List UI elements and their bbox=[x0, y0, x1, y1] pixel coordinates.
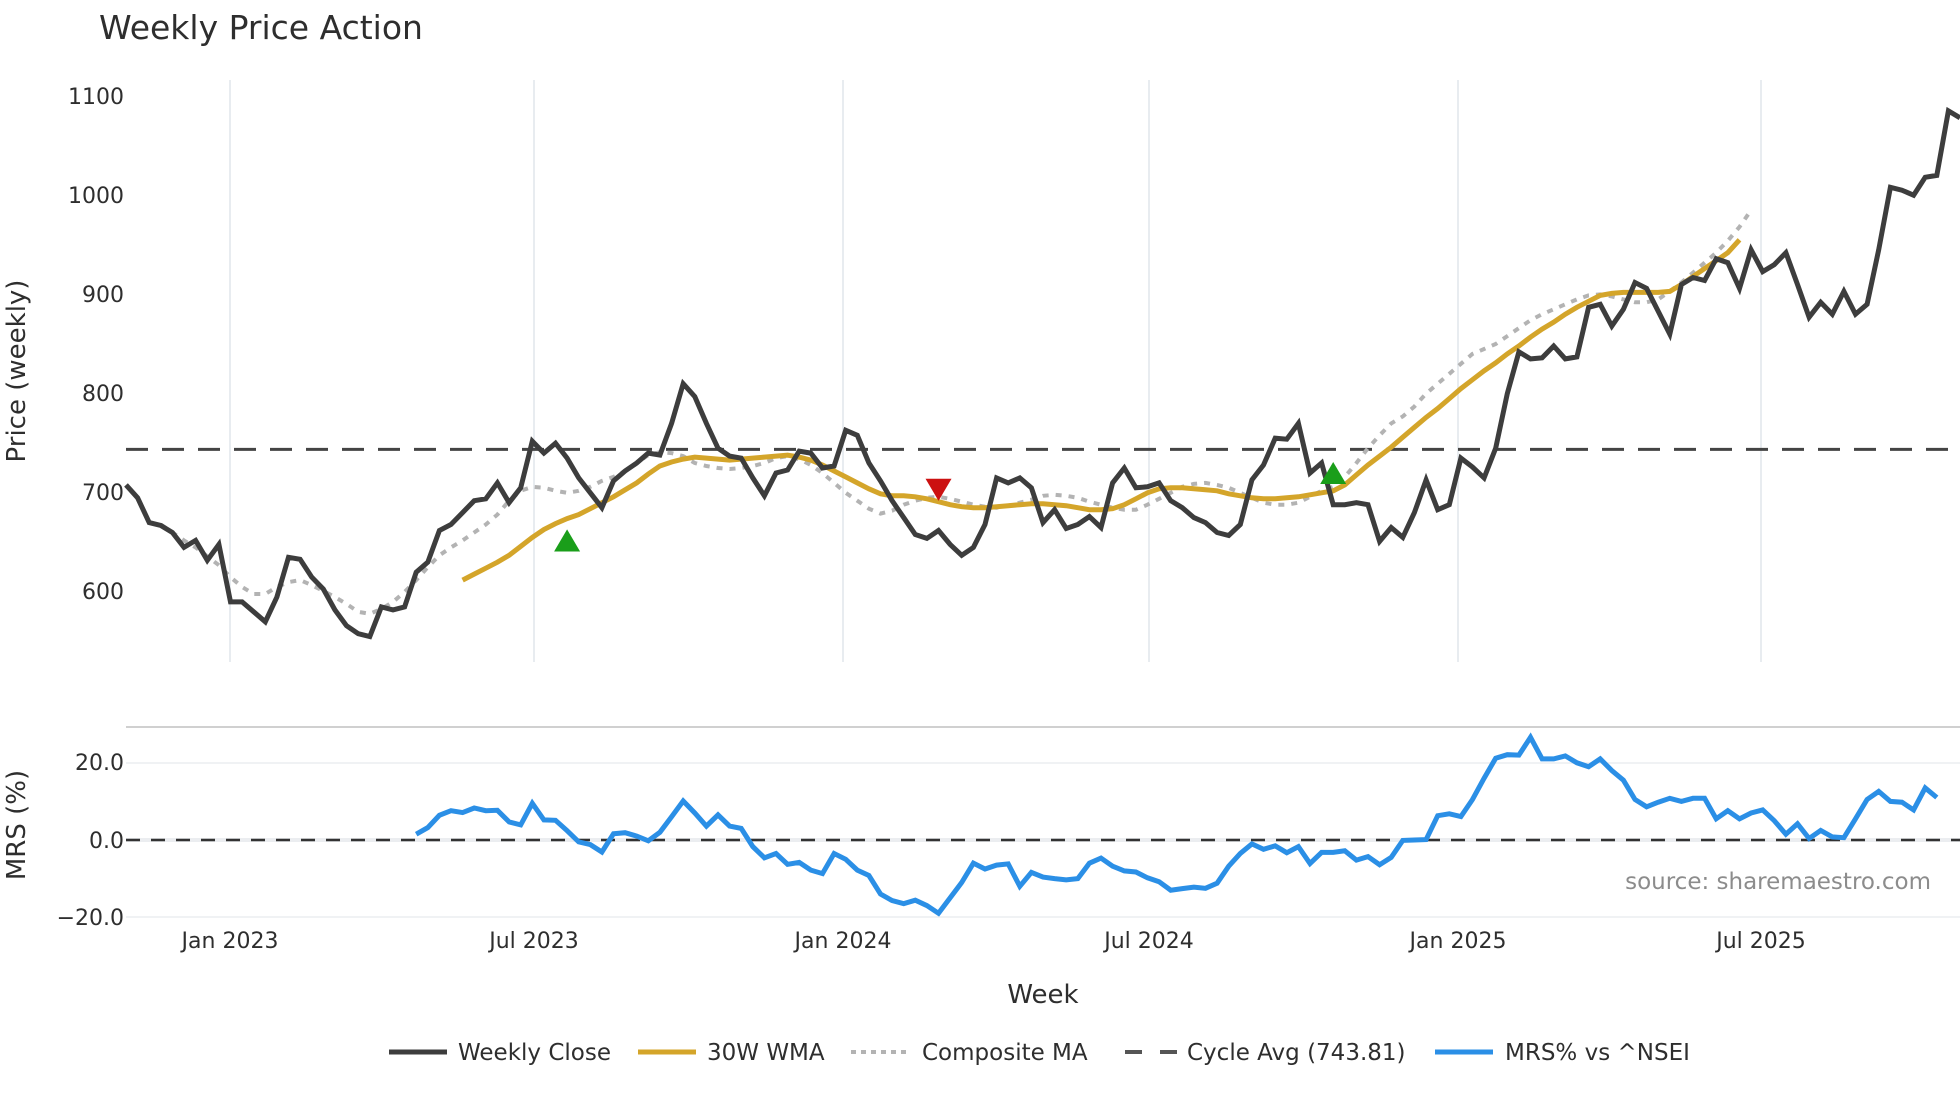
mrs-y-axis-label: MRS (%) bbox=[2, 770, 32, 880]
xtick-jan-2023: Jan 2023 bbox=[180, 929, 279, 954]
wma-line bbox=[461, 238, 1742, 583]
source-watermark: source: sharemaestro.com bbox=[1625, 869, 1931, 895]
weekly-close-line bbox=[124, 106, 1960, 640]
ytick-900: 900 bbox=[82, 283, 124, 308]
legend-mrs[interactable]: MRS% vs ^NSEI bbox=[1435, 1040, 1690, 1066]
price-y-axis-label: Price (weekly) bbox=[2, 280, 32, 463]
chart-title: Weekly Price Action bbox=[99, 8, 423, 47]
mrs-panel: 20.0 0.0 −20.0 MRS (%) source: sharemaes… bbox=[2, 726, 1960, 931]
x-axis-label: Week bbox=[1007, 980, 1078, 1010]
sell-signal-triangle-down-icon bbox=[925, 478, 952, 501]
ytick-800: 800 bbox=[82, 382, 124, 407]
xtick-jan-2025: Jan 2025 bbox=[1408, 929, 1507, 954]
legend-label-wma: 30W WMA bbox=[707, 1040, 825, 1066]
legend-30w-wma[interactable]: 30W WMA bbox=[638, 1040, 825, 1066]
legend-weekly-close[interactable]: Weekly Close bbox=[389, 1040, 611, 1066]
xtick-jan-2024: Jan 2024 bbox=[793, 929, 892, 954]
mrs-ytick-neg20: −20.0 bbox=[57, 906, 124, 931]
legend: Weekly Close 30W WMA Composite MA Cycle … bbox=[389, 1040, 1690, 1066]
ytick-600: 600 bbox=[82, 580, 124, 605]
legend-label-cycle-avg: Cycle Avg (743.81) bbox=[1187, 1040, 1406, 1066]
legend-label-weekly-close: Weekly Close bbox=[458, 1040, 611, 1066]
price-panel: 1100 1000 900 800 700 600 Price (weekly) bbox=[2, 80, 1960, 662]
xtick-jul-2025: Jul 2025 bbox=[1714, 929, 1806, 954]
price-y-ticks: 1100 1000 900 800 700 600 bbox=[68, 85, 124, 605]
ytick-1100: 1100 bbox=[68, 85, 124, 110]
legend-label-composite: Composite MA bbox=[922, 1040, 1088, 1066]
mrs-ytick-0: 0.0 bbox=[89, 829, 124, 854]
ytick-1000: 1000 bbox=[68, 184, 124, 209]
buy-signal-triangle-up-icon bbox=[554, 529, 581, 552]
signal-markers bbox=[554, 461, 1347, 552]
x-axis: Jan 2023 Jul 2023 Jan 2024 Jul 2024 Jan … bbox=[180, 929, 1806, 1010]
mrs-line bbox=[414, 732, 1939, 917]
buy-signal-triangle-up-icon bbox=[1320, 461, 1347, 485]
mrs-ytick-20: 20.0 bbox=[75, 751, 124, 776]
xtick-jul-2024: Jul 2024 bbox=[1102, 929, 1194, 954]
legend-label-mrs: MRS% vs ^NSEI bbox=[1505, 1040, 1690, 1066]
legend-composite-ma[interactable]: Composite MA bbox=[851, 1040, 1088, 1066]
legend-cycle-avg[interactable]: Cycle Avg (743.81) bbox=[1125, 1040, 1406, 1066]
xtick-jul-2023: Jul 2023 bbox=[487, 929, 579, 954]
ytick-700: 700 bbox=[82, 481, 124, 506]
price-gridlines bbox=[229, 80, 1762, 662]
composite-ma-line bbox=[159, 208, 1753, 616]
